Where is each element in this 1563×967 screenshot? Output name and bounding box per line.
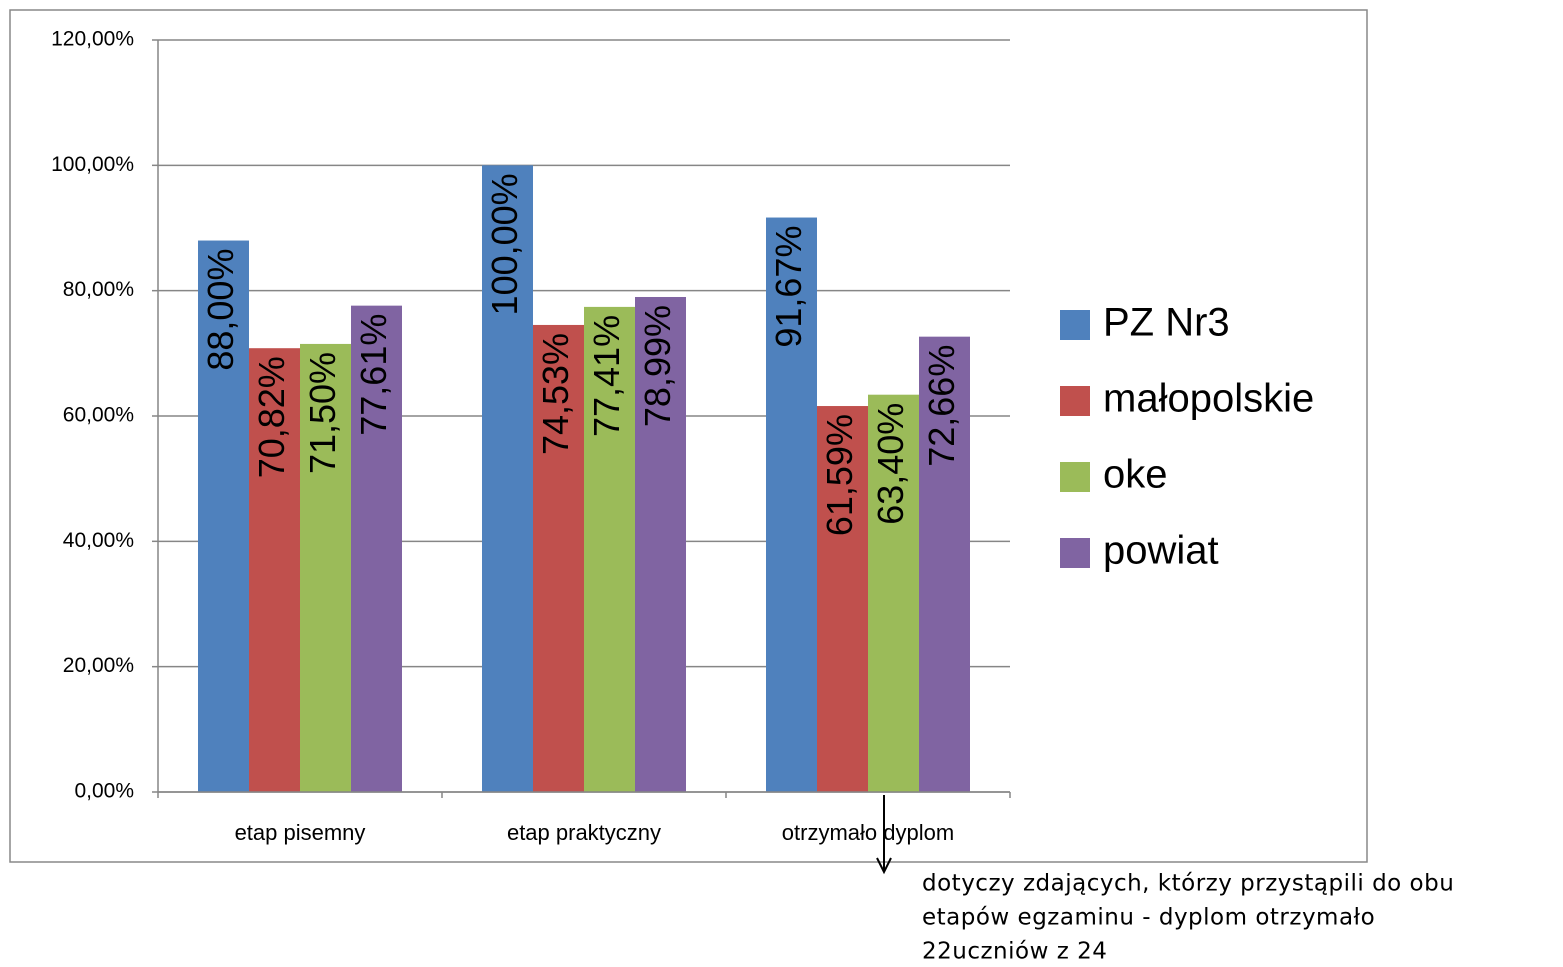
y-tick-label: 120,00%: [51, 28, 134, 51]
bar: [766, 217, 817, 792]
data-label: 100,00%: [484, 173, 525, 315]
y-tick-label: 60,00%: [63, 404, 134, 427]
bar: [300, 343, 351, 792]
x-tick-label: etap praktyczny: [507, 820, 661, 845]
y-tick-label: 100,00%: [51, 153, 134, 176]
x-tick-label: etap pisemny: [235, 820, 366, 845]
annotation-line: etapów egzaminu - dyplom otrzymało: [922, 905, 1375, 931]
bar: [635, 296, 686, 792]
annotation-line: dotyczy zdających, którzy przystąpili do…: [922, 871, 1454, 897]
bar: [249, 348, 300, 792]
legend-label: małopolskie: [1103, 377, 1314, 421]
data-label: 88,00%: [200, 249, 241, 371]
legend-swatch: [1060, 538, 1090, 568]
y-tick-label: 40,00%: [63, 529, 134, 552]
y-tick-label: 0,00%: [74, 780, 134, 803]
bar: [868, 394, 919, 792]
data-label: 70,82%: [251, 356, 292, 478]
legend-swatch: [1060, 310, 1090, 340]
data-label: 91,67%: [768, 226, 809, 348]
data-label: 78,99%: [637, 305, 678, 427]
bar: [584, 306, 635, 792]
bar: [533, 324, 584, 792]
annotation-line: 22uczniów z 24: [922, 939, 1107, 965]
bar: [817, 406, 868, 792]
data-label: 77,41%: [586, 315, 627, 437]
legend-swatch: [1060, 462, 1090, 492]
data-label: 77,61%: [353, 314, 394, 436]
data-label: 63,40%: [870, 403, 911, 525]
data-label: 74,53%: [535, 333, 576, 455]
x-tick-label: otrzymało dyplom: [782, 820, 954, 845]
bar: [919, 336, 970, 792]
annotation-arrowhead: [876, 857, 892, 875]
bar: [482, 165, 533, 793]
legend-label: powiat: [1103, 529, 1219, 573]
data-label: 71,50%: [302, 352, 343, 474]
y-tick-label: 80,00%: [63, 278, 134, 301]
legend-label: oke: [1103, 453, 1168, 497]
y-tick-label: 20,00%: [63, 654, 134, 677]
legend-swatch: [1060, 386, 1090, 416]
bar: [351, 305, 402, 792]
bar: [198, 240, 249, 793]
data-label: 72,66%: [921, 345, 962, 467]
legend-label: PZ Nr3: [1103, 301, 1230, 345]
data-label: 61,59%: [819, 414, 860, 536]
